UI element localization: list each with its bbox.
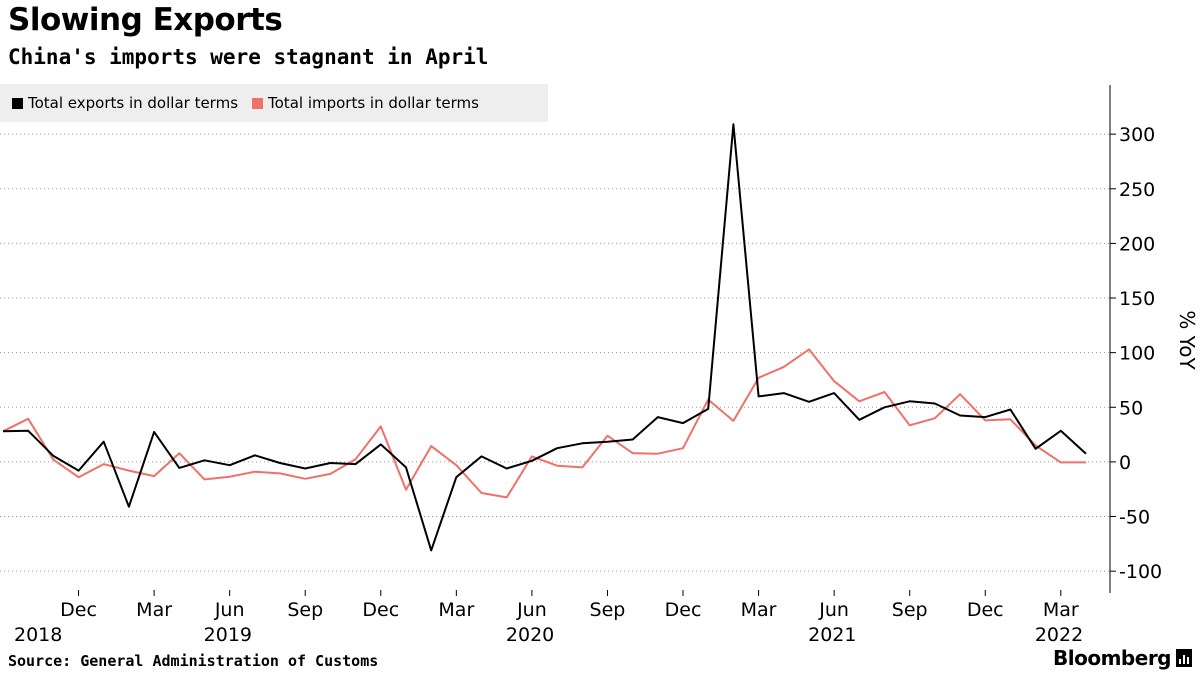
bloomberg-chart-icon [1176, 649, 1192, 667]
x-tick-label: Mar [741, 599, 777, 621]
x-tick-label: Sep [287, 599, 323, 621]
x-tick-label: Jun [818, 599, 849, 621]
brand-logo: Bloomberg [1053, 646, 1192, 670]
legend-item-exports[interactable]: Total exports in dollar terms [12, 94, 238, 112]
y-tick-label: 250 [1119, 179, 1155, 201]
legend-label-exports: Total exports in dollar terms [28, 94, 239, 112]
x-year-label: 2019 [204, 624, 252, 646]
x-tick-label: Dec [665, 599, 702, 621]
x-tick-label: Sep [590, 599, 626, 621]
y-tick-label: 100 [1119, 343, 1155, 365]
x-tick-label: Dec [967, 599, 1004, 621]
legend-swatch-imports [252, 97, 264, 109]
legend-swatch-exports [12, 97, 23, 109]
x-tick-label: Jun [516, 599, 547, 621]
x-tick-label: Jun [214, 599, 245, 621]
series-line-imports [2, 348, 1086, 499]
y-tick-label: 150 [1119, 288, 1155, 310]
x-tick-label: Mar [136, 599, 172, 621]
x-tick-label: Sep [892, 599, 928, 621]
x-tick-label: Dec [60, 599, 97, 621]
y-tick-label: 200 [1119, 233, 1155, 255]
source-note: Source: General Administration of Custom… [8, 652, 379, 670]
y-tick-label: 0 [1119, 452, 1131, 474]
legend-label-imports: Total imports in dollar terms [268, 94, 479, 112]
chart-title: Slowing Exports [8, 2, 283, 38]
legend-item-imports[interactable]: Total imports in dollar terms [252, 94, 479, 112]
y-axis-label: % YoY [1175, 310, 1199, 370]
y-tick-label: 300 [1119, 124, 1155, 146]
y-tick-label: -50 [1119, 507, 1150, 529]
x-year-label: 2021 [808, 624, 856, 646]
y-tick-label: 50 [1119, 397, 1143, 419]
brand-name: Bloomberg [1053, 646, 1171, 670]
legend: Total exports in dollar terms Total impo… [0, 84, 548, 122]
x-year-label: 2020 [506, 624, 554, 646]
x-tick-label: Mar [438, 599, 474, 621]
x-year-label: 2022 [1035, 624, 1083, 646]
chart-subtitle: China's imports were stagnant in April [8, 45, 489, 69]
x-tick-label: Mar [1043, 599, 1079, 621]
y-tick-label: -100 [1119, 561, 1162, 583]
series-line-exports [2, 123, 1087, 552]
x-year-label: 2018 [14, 624, 62, 646]
x-tick-label: Dec [362, 599, 399, 621]
